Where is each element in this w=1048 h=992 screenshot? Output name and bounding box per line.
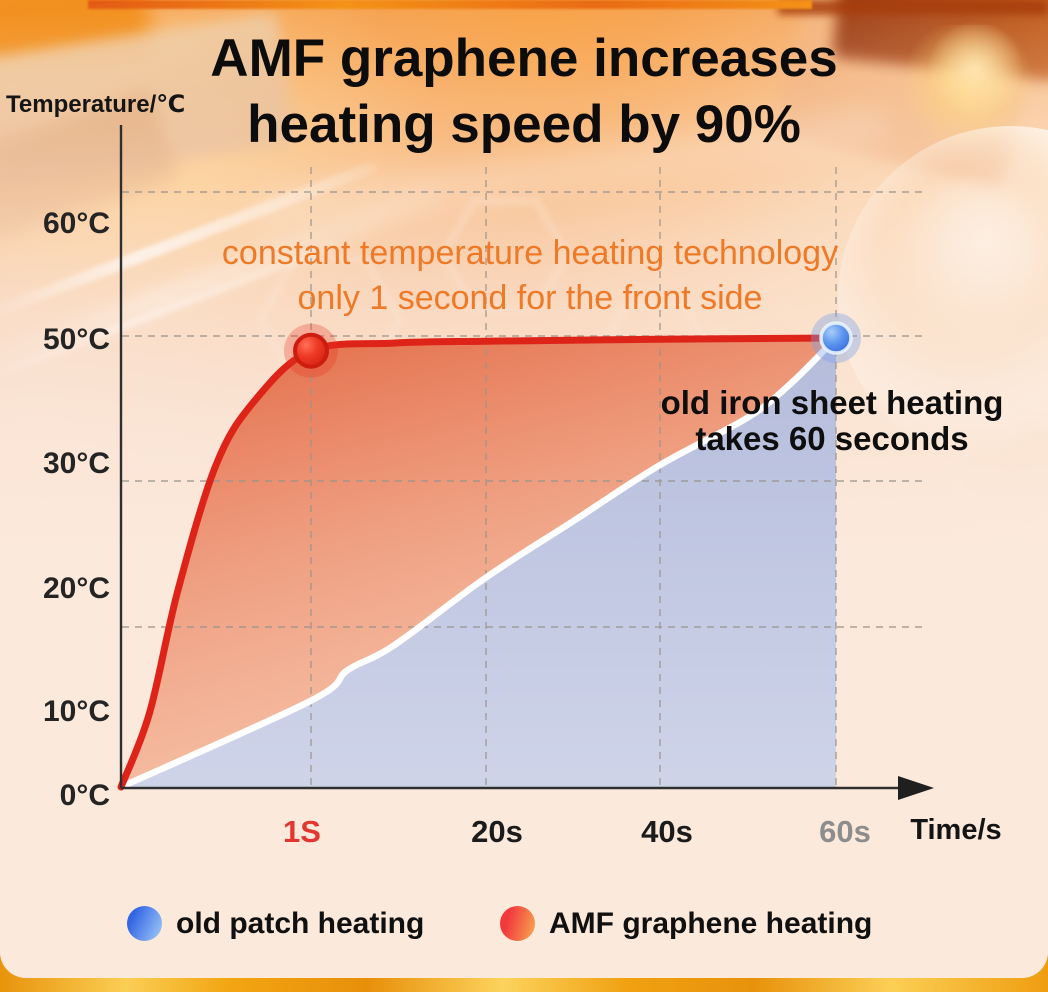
y-tick-10: 10°C	[42, 695, 110, 728]
x-tick-1s: 1S	[283, 814, 321, 849]
annotation-old: old iron sheet heating takes 60 seconds	[620, 385, 1044, 457]
legend-label-amf: AMF graphene heating	[549, 907, 873, 940]
highlight-markers	[284, 313, 861, 378]
y-tick-60: 60°C	[42, 207, 110, 240]
annotation-old-line2: takes 60 seconds	[695, 420, 969, 457]
annotation-amf-line2: only 1 second for the front side	[297, 279, 763, 317]
x-tick-20s: 20s	[471, 814, 523, 849]
legend-swatch-old-patch	[127, 906, 162, 941]
y-tick-30: 30°C	[42, 447, 110, 480]
page-title: AMF graphene increases heating speed by …	[0, 26, 1048, 158]
x-tick-60s: 60s	[819, 814, 871, 849]
title-line2: heating speed by 90%	[247, 95, 801, 154]
legend-label-old-patch: old patch heating	[176, 907, 425, 940]
annotation-old-line1: old iron sheet heating	[660, 384, 1004, 421]
y-tick-0: 0°C	[59, 779, 110, 812]
title-line1: AMF graphene increases	[210, 29, 838, 88]
y-tick-50: 50°C	[42, 323, 110, 356]
legend-swatch-amf	[500, 906, 535, 941]
series-fills	[121, 338, 836, 787]
y-tick-20: 20°C	[42, 572, 110, 605]
x-tick-40s: 40s	[641, 814, 693, 849]
annotation-amf-line1: constant temperature heating technology	[221, 234, 839, 272]
annotation-amf: constant temperature heating technology …	[120, 231, 940, 321]
axes	[119, 125, 934, 800]
x-axis-label: Time/s	[910, 814, 1002, 846]
y-axis-label: Temperature/℃	[6, 91, 186, 118]
gridlines	[122, 167, 928, 787]
